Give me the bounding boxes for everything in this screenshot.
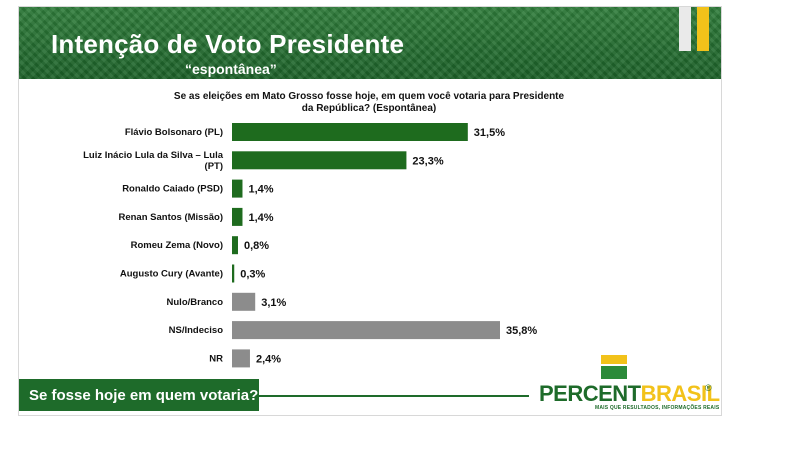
logo-tagline: MAIS QUE RESULTADOS, INFORMAÇÕES REAIS [595, 405, 720, 411]
logo-mark-icon [601, 355, 627, 379]
bar-7 [232, 321, 500, 340]
header-banner: Intenção de Voto Presidente “espontânea” [19, 7, 721, 79]
value-label-8: 2,4% [256, 353, 281, 365]
header-stripe-yellow [697, 7, 709, 51]
logo-text: PERCENTBRASIL [539, 381, 720, 407]
bar-6 [232, 292, 256, 311]
value-label-7: 35,8% [506, 325, 537, 337]
value-label-0: 31,5% [474, 127, 505, 139]
category-label-0: Flávio Bolsonaro (PL) [125, 127, 223, 138]
category-label-1: Luiz Inácio Lula da Silva – Lula (PT) [83, 150, 224, 172]
page-subtitle: “espontânea” [185, 61, 277, 77]
footer-text: Se fosse hoje em quem votaria? [29, 387, 259, 404]
bar-chart: 31,5% Flávio Bolsonaro (PL) 23,3% Luiz Inác… [83, 123, 537, 368]
value-label-6: 3,1% [261, 297, 286, 309]
category-label-6: Nulo/Branco [167, 297, 224, 308]
percentbrasil-logo: PERCENTBRASIL ® MAIS QUE RESULTADOS, INF… [539, 355, 720, 411]
logo-registered-mark: ® [705, 383, 712, 393]
category-label-8: NR [209, 353, 223, 364]
footer: Se fosse hoje em quem votaria? [19, 379, 721, 415]
footer-line [259, 395, 529, 397]
bar-3 [232, 207, 243, 226]
slide: Intenção de Voto Presidente “espontânea”… [18, 6, 722, 416]
footer-band: Se fosse hoje em quem votaria? [19, 379, 259, 411]
value-label-5: 0,3% [240, 269, 265, 281]
header-stripe-white [679, 7, 691, 51]
page-title: Intenção de Voto Presidente [51, 29, 405, 59]
bar-8 [232, 349, 250, 368]
category-label-2: Ronaldo Caiado (PSD) [122, 184, 223, 195]
bar-1 [232, 151, 407, 170]
category-label-4: Romeu Zema (Novo) [131, 240, 223, 251]
logo-text-brasil: BRASIL [640, 381, 720, 406]
category-label-7: NS/Indeciso [169, 325, 224, 336]
logo-text-percent: PERCENT [539, 381, 641, 406]
category-label-3: Renan Santos (Missão) [118, 212, 223, 223]
category-label-5: Augusto Cury (Avante) [120, 269, 223, 280]
bar-5 [232, 264, 235, 283]
value-label-1: 23,3% [412, 155, 443, 167]
value-label-4: 0,8% [244, 240, 269, 252]
value-label-3: 1,4% [248, 212, 273, 224]
value-label-2: 1,4% [248, 184, 273, 196]
bar-0 [232, 123, 468, 141]
chart-question: Se as eleições em Mato Grosso fosse hoje… [173, 91, 565, 114]
bar-2 [232, 179, 243, 198]
bar-4 [232, 236, 238, 255]
